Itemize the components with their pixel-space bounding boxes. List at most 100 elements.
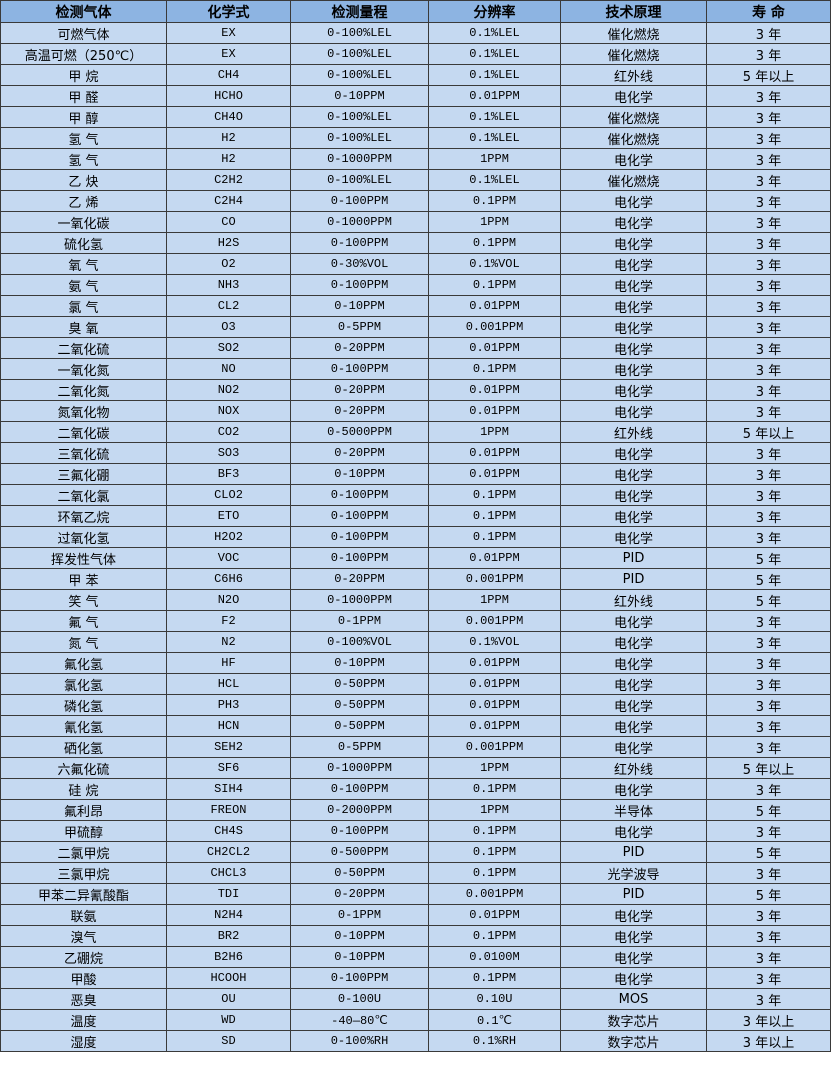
cell-principle: 催化燃烧 [560, 169, 707, 191]
cell-range: 0-10PPM [290, 85, 429, 107]
cell-principle: 催化燃烧 [560, 106, 707, 128]
table-row: 恶臭 OU 0-100U 0.10U MOS 3 年 [0, 988, 831, 1010]
cell-lifespan: 3 年 [706, 211, 831, 233]
cell-formula: VOC [166, 547, 291, 569]
cell-lifespan: 3 年 [706, 106, 831, 128]
table-row: 溴气 BR2 0-10PPM 0.1PPM 电化学 3 年 [0, 925, 831, 947]
cell-principle: 数字芯片 [560, 1030, 707, 1052]
cell-formula: HCL [166, 673, 291, 695]
cell-range: -40—80℃ [290, 1009, 429, 1031]
cell-formula: TDI [166, 883, 291, 905]
cell-resolution: 0.01PPM [428, 715, 561, 737]
cell-lifespan: 3 年 [706, 946, 831, 968]
cell-gas: 一氧化碳 [0, 211, 167, 233]
cell-range: 0-1000PPM [290, 589, 429, 611]
cell-resolution: 0.01PPM [428, 85, 561, 107]
cell-gas: 氧 气 [0, 253, 167, 275]
cell-resolution: 0.01PPM [428, 379, 561, 401]
cell-lifespan: 5 年 [706, 841, 831, 863]
cell-resolution: 0.1%LEL [428, 127, 561, 149]
cell-principle: 催化燃烧 [560, 127, 707, 149]
table-row: 甲 苯 C6H6 0-20PPM 0.001PPM PID 5 年 [0, 568, 831, 590]
header-lifespan: 寿 命 [706, 0, 831, 23]
cell-range: 0-20PPM [290, 568, 429, 590]
cell-lifespan: 3 年 [706, 694, 831, 716]
cell-principle: 电化学 [560, 904, 707, 926]
cell-range: 0-50PPM [290, 673, 429, 695]
cell-resolution: 0.1PPM [428, 841, 561, 863]
gas-detector-spec-table: 检测气体 化学式 检测量程 分辨率 技术原理 寿 命 可燃气体 EX 0-100%L… [0, 0, 831, 1052]
table-row: 氧 气 O2 0-30%VOL 0.1%VOL 电化学 3 年 [0, 253, 831, 275]
cell-resolution: 1PPM [428, 421, 561, 443]
cell-resolution: 0.1%VOL [428, 253, 561, 275]
cell-range: 0-100PPM [290, 232, 429, 254]
cell-gas: 高温可燃（250℃） [0, 43, 167, 65]
cell-lifespan: 3 年 [706, 925, 831, 947]
table-row: 氟利昂 FREON 0-2000PPM 1PPM 半导体 5 年 [0, 799, 831, 821]
cell-range: 0-20PPM [290, 379, 429, 401]
cell-formula: SO3 [166, 442, 291, 464]
cell-lifespan: 5 年以上 [706, 64, 831, 86]
cell-resolution: 0.01PPM [428, 442, 561, 464]
cell-principle: 光学波导 [560, 862, 707, 884]
cell-formula: CH4O [166, 106, 291, 128]
cell-principle: 电化学 [560, 463, 707, 485]
cell-resolution: 1PPM [428, 211, 561, 233]
table-row: 三氯甲烷 CHCL3 0-50PPM 0.1PPM 光学波导 3 年 [0, 862, 831, 884]
cell-resolution: 0.01PPM [428, 295, 561, 317]
cell-range: 0-100%LEL [290, 169, 429, 191]
cell-lifespan: 3 年 [706, 715, 831, 737]
cell-resolution: 1PPM [428, 757, 561, 779]
cell-gas: 氰化氢 [0, 715, 167, 737]
cell-lifespan: 3 年 [706, 316, 831, 338]
cell-lifespan: 3 年 [706, 778, 831, 800]
cell-lifespan: 3 年 [706, 232, 831, 254]
header-gas: 检测气体 [0, 0, 167, 23]
cell-principle: 电化学 [560, 253, 707, 275]
cell-formula: ETO [166, 505, 291, 527]
cell-gas: 氟化氢 [0, 652, 167, 674]
cell-principle: 半导体 [560, 799, 707, 821]
cell-resolution: 1PPM [428, 148, 561, 170]
header-resolution: 分辨率 [428, 0, 561, 23]
table-row: 乙 炔 C2H2 0-100%LEL 0.1%LEL 催化燃烧 3 年 [0, 169, 831, 191]
table-row: 挥发性气体 VOC 0-100PPM 0.01PPM PID 5 年 [0, 547, 831, 569]
cell-formula: SIH4 [166, 778, 291, 800]
cell-lifespan: 3 年 [706, 127, 831, 149]
cell-range: 0-100PPM [290, 190, 429, 212]
cell-principle: 电化学 [560, 631, 707, 653]
cell-principle: 电化学 [560, 652, 707, 674]
cell-formula: N2H4 [166, 904, 291, 926]
cell-gas: 三氯甲烷 [0, 862, 167, 884]
cell-range: 0-10PPM [290, 652, 429, 674]
table-row: 三氧化硫 SO3 0-20PPM 0.01PPM 电化学 3 年 [0, 442, 831, 464]
cell-gas: 环氧乙烷 [0, 505, 167, 527]
cell-gas: 氯 气 [0, 295, 167, 317]
table-row: 一氧化碳 CO 0-1000PPM 1PPM 电化学 3 年 [0, 211, 831, 233]
cell-formula: FREON [166, 799, 291, 821]
cell-gas: 恶臭 [0, 988, 167, 1010]
cell-formula: H2O2 [166, 526, 291, 548]
cell-formula: SO2 [166, 337, 291, 359]
cell-gas: 六氟化硫 [0, 757, 167, 779]
table-row: 一氧化氮 NO 0-100PPM 0.1PPM 电化学 3 年 [0, 358, 831, 380]
cell-resolution: 0.01PPM [428, 673, 561, 695]
cell-lifespan: 3 年以上 [706, 1030, 831, 1052]
cell-range: 0-100PPM [290, 484, 429, 506]
cell-formula: C6H6 [166, 568, 291, 590]
table-row: 温度 WD -40—80℃ 0.1℃ 数字芯片 3 年以上 [0, 1009, 831, 1031]
cell-principle: 电化学 [560, 358, 707, 380]
cell-gas: 甲 烷 [0, 64, 167, 86]
cell-formula: NO2 [166, 379, 291, 401]
cell-gas: 联氨 [0, 904, 167, 926]
cell-resolution: 0.10U [428, 988, 561, 1010]
cell-lifespan: 3 年 [706, 43, 831, 65]
cell-lifespan: 3 年 [706, 820, 831, 842]
cell-resolution: 0.1PPM [428, 274, 561, 296]
cell-principle: 电化学 [560, 337, 707, 359]
cell-resolution: 0.1%LEL [428, 22, 561, 44]
cell-range: 0-5PPM [290, 316, 429, 338]
table-row: 氨 气 NH3 0-100PPM 0.1PPM 电化学 3 年 [0, 274, 831, 296]
cell-range: 0-1000PPM [290, 757, 429, 779]
cell-lifespan: 5 年 [706, 799, 831, 821]
